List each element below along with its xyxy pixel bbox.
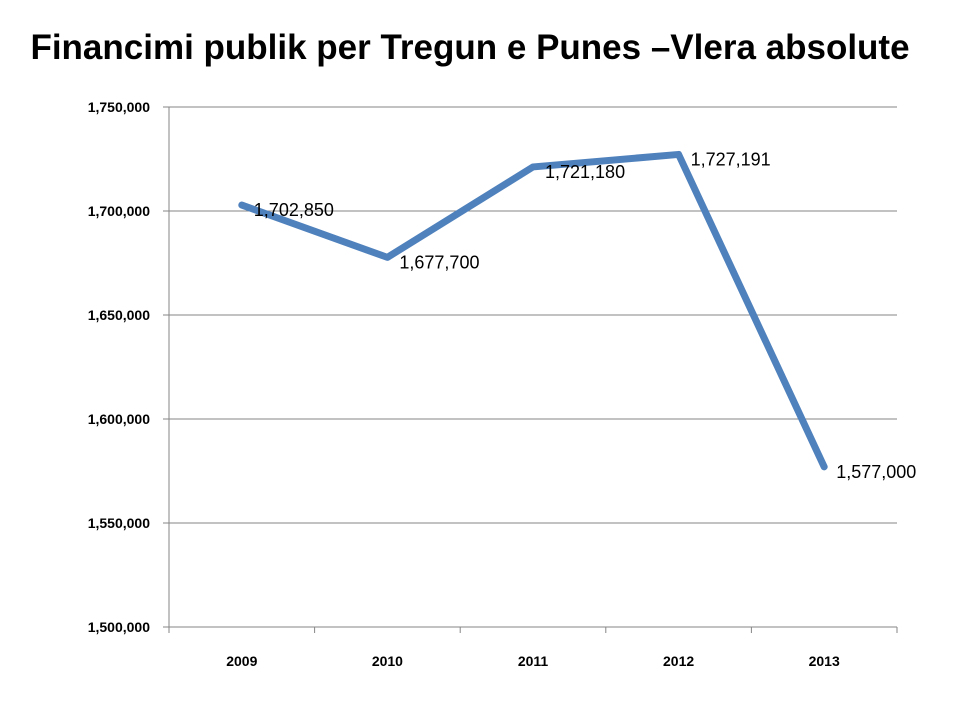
x-tick-label: 2012 bbox=[663, 653, 694, 669]
y-tick-label: 1,600,000 bbox=[88, 411, 150, 427]
x-tick-label: 2009 bbox=[226, 653, 257, 669]
y-tick-label: 1,650,000 bbox=[88, 307, 150, 323]
y-tick-label: 1,550,000 bbox=[88, 515, 150, 531]
data-label: 1,727,191 bbox=[691, 149, 771, 169]
y-tick-label: 1,750,000 bbox=[88, 99, 150, 115]
data-label: 1,577,000 bbox=[836, 462, 916, 482]
x-tick-label: 2011 bbox=[518, 653, 549, 669]
y-tick-label: 1,700,000 bbox=[88, 203, 150, 219]
y-tick-label: 1,500,000 bbox=[88, 619, 150, 635]
chart-title: Financimi publik per Tregun e Punes –Vle… bbox=[30, 28, 910, 67]
x-tick-label: 2013 bbox=[809, 653, 840, 669]
data-label: 1,702,850 bbox=[254, 200, 334, 220]
data-label: 1,721,180 bbox=[545, 162, 625, 182]
data-label: 1,677,700 bbox=[399, 252, 479, 272]
x-tick-label: 2010 bbox=[372, 653, 403, 669]
